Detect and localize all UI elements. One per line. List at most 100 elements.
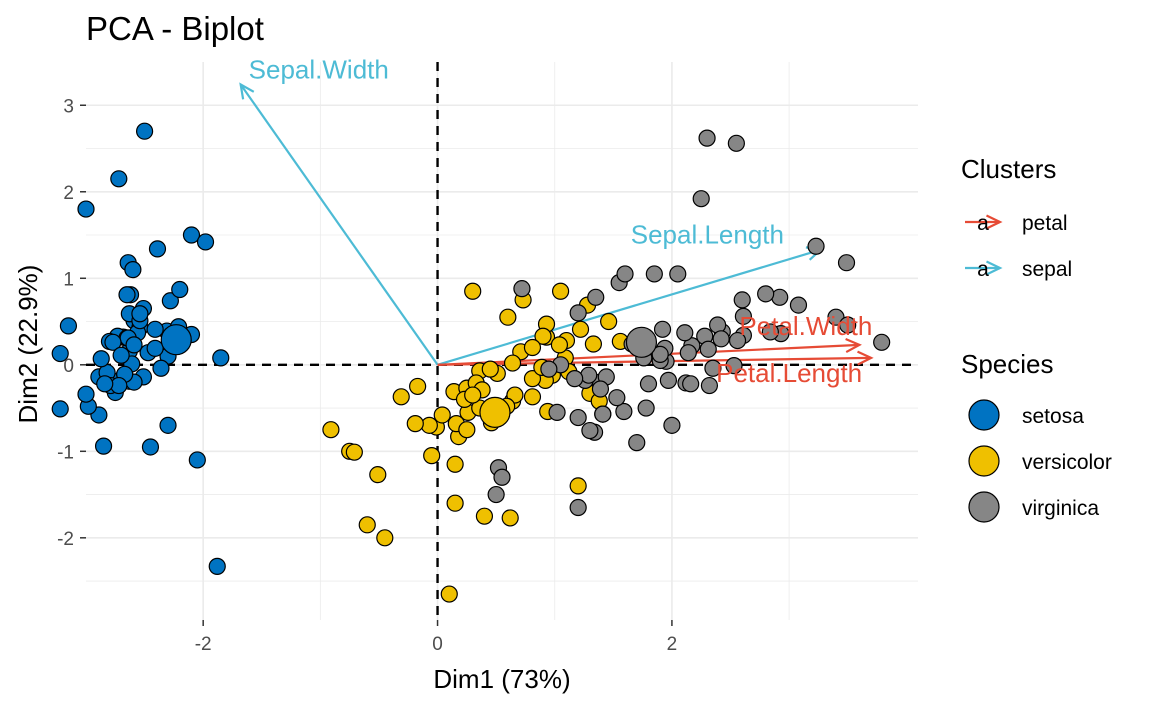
point-virginica: [615, 402, 633, 421]
minor-gridlines: [86, 62, 918, 620]
variable-label-petal-width: Petal.Width: [739, 311, 872, 341]
point-versicolor: [423, 447, 441, 465]
point-virginica: [837, 254, 856, 272]
variable-label-sepal-length: Sepal.Length: [631, 220, 784, 250]
point-versicolor: [420, 416, 438, 434]
legend-key-glyph: a: [977, 212, 989, 235]
point-setosa: [188, 451, 206, 469]
point-versicolor: [409, 377, 427, 396]
point-setosa: [161, 292, 179, 310]
y-tick-label: 2: [63, 183, 74, 204]
point-virginica: [807, 237, 825, 255]
legend-label-virginica: virginica: [1022, 497, 1099, 520]
point-versicolor: [369, 466, 387, 484]
point-setosa: [146, 339, 164, 357]
point-setosa: [59, 317, 78, 335]
point-setosa: [141, 438, 160, 456]
point-virginica: [663, 416, 681, 434]
point-versicolor: [534, 327, 552, 345]
point-virginica: [628, 434, 646, 452]
point-virginica: [761, 323, 779, 341]
point-setosa: [94, 437, 113, 455]
legend-key-virginica: [968, 491, 1000, 523]
point-virginica: [700, 376, 719, 395]
legend-key-glyph: a: [977, 258, 989, 281]
point-setosa: [104, 333, 122, 351]
point-versicolor: [458, 421, 476, 439]
point-setosa: [110, 170, 128, 188]
point-versicolor: [446, 455, 464, 473]
point-virginica: [587, 288, 605, 306]
point-virginica: [676, 324, 694, 342]
point-virginica: [771, 288, 789, 306]
legend-species: Species setosa versicolor virginica: [961, 349, 1112, 523]
point-virginica: [594, 405, 612, 423]
point-versicolor: [446, 494, 464, 512]
point-virginica: [569, 408, 587, 427]
point-virginica: [616, 265, 634, 283]
point-versicolor: [376, 529, 394, 547]
point-versicolor: [464, 282, 482, 300]
variable-label-sepal-width: Sepal.Width: [249, 54, 389, 84]
point-setosa: [92, 350, 110, 368]
point-setosa: [77, 385, 95, 403]
legend-label-setosa: setosa: [1022, 405, 1084, 428]
point-virginica: [569, 304, 587, 322]
point-versicolor: [523, 388, 542, 406]
y-tick-label: 3: [63, 96, 74, 117]
point-versicolor: [503, 354, 522, 372]
point-virginica: [699, 340, 717, 358]
point-virginica: [581, 421, 599, 440]
point-setosa: [208, 557, 226, 575]
point-setosa: [182, 226, 201, 244]
point-setosa: [152, 359, 170, 377]
point-virginica: [513, 280, 531, 298]
point-versicolor: [550, 336, 569, 354]
point-virginica: [698, 129, 716, 147]
point-versicolor: [523, 338, 542, 357]
point-versicolor: [322, 421, 340, 439]
variable-labels: Sepal.Width Sepal.Length Petal.Width Petal.…: [249, 54, 873, 387]
point-virginica: [608, 389, 626, 407]
point-virginica: [569, 498, 587, 517]
point-versicolor: [584, 335, 603, 353]
y-tick-label: -1: [57, 442, 74, 463]
y-tick-label: 0: [63, 356, 74, 377]
point-virginica: [591, 380, 610, 398]
plot-panel: Sepal.Width Sepal.Length Petal.Width Petal.…: [51, 54, 918, 620]
point-setosa: [146, 320, 164, 338]
point-virginica: [669, 265, 687, 283]
data-points: [51, 122, 891, 603]
point-setosa: [51, 400, 69, 418]
point-virginica: [566, 370, 584, 388]
point-setosa: [212, 349, 230, 367]
point-virginica: [548, 403, 566, 421]
x-tick-label: 0: [432, 634, 443, 655]
point-versicolor: [551, 282, 570, 300]
arrow-sepal-width: [239, 82, 439, 366]
point-virginica: [540, 360, 558, 378]
point-versicolor: [433, 406, 451, 424]
point-versicolor: [481, 360, 499, 378]
x-tick-label: -2: [195, 634, 212, 655]
point-versicolor: [358, 516, 376, 534]
y-axis-ticks: -2 -1 0 1 2 3: [57, 96, 86, 550]
point-versicolor: [571, 320, 590, 338]
legend-label-sepal: sepal: [1022, 258, 1072, 281]
point-virginica: [839, 316, 857, 334]
point-virginica: [727, 134, 745, 152]
point-setosa: [125, 336, 143, 354]
point-versicolor: [523, 370, 542, 388]
point-setosa: [196, 233, 215, 251]
legend-key-sepal: [965, 260, 1003, 276]
chart-title: PCA - Biplot: [86, 10, 264, 47]
point-virginica: [659, 371, 678, 389]
x-tick-label: 2: [667, 634, 678, 655]
point-virginica: [692, 190, 710, 208]
point-virginica: [653, 320, 672, 338]
point-virginica: [725, 357, 743, 375]
y-tick-label: 1: [63, 269, 74, 290]
point-virginica: [733, 291, 751, 309]
point-versicolor: [345, 443, 363, 461]
